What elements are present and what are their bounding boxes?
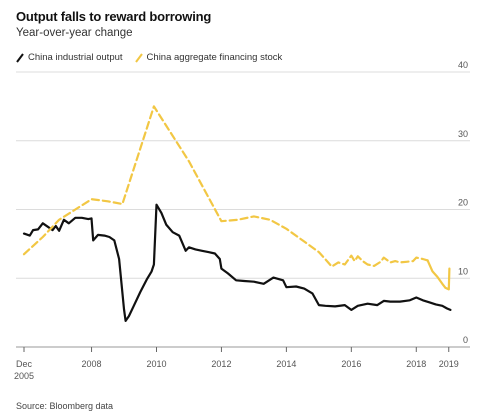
x-tick-label: 2012 [211,359,231,369]
x-tick-label: 2019 [439,359,459,369]
y-tick-label: 10 [458,266,468,276]
x-tick-label: Dec [16,359,33,369]
y-tick-label: 30 [458,129,468,139]
legend-item-industrial-output: China industrial output [16,52,123,63]
chart-legend: China industrial output China aggregate … [16,52,294,63]
y-tick-label: 40 [458,60,468,70]
legend-item-aggregate-financing: China aggregate financing stock [134,52,283,63]
legend-label-aggregate-financing: China aggregate financing stock [146,52,283,63]
legend-label-industrial-output: China industrial output [28,52,123,63]
x-tick-label: 2005 [14,371,34,381]
legend-swatch-yellow-icon [134,52,143,63]
chart-title: Output falls to reward borrowing [16,9,212,24]
y-tick-label: 20 [458,198,468,208]
chart-subtitle: Year-over-year change [16,27,133,39]
x-tick-label: 2018 [406,359,426,369]
y-tick-label: 0 [463,335,468,345]
legend-swatch-black-icon [16,52,24,63]
series-line-2 [426,259,451,291]
x-tick-label: 2014 [276,359,296,369]
x-tick-label: 2016 [341,359,361,369]
series-line-0 [22,203,452,322]
x-tick-label: 2008 [82,359,102,369]
x-tick-label: 2010 [146,359,166,369]
source-note: Source: Bloomberg data [16,401,114,411]
series-line-1 [22,105,429,268]
